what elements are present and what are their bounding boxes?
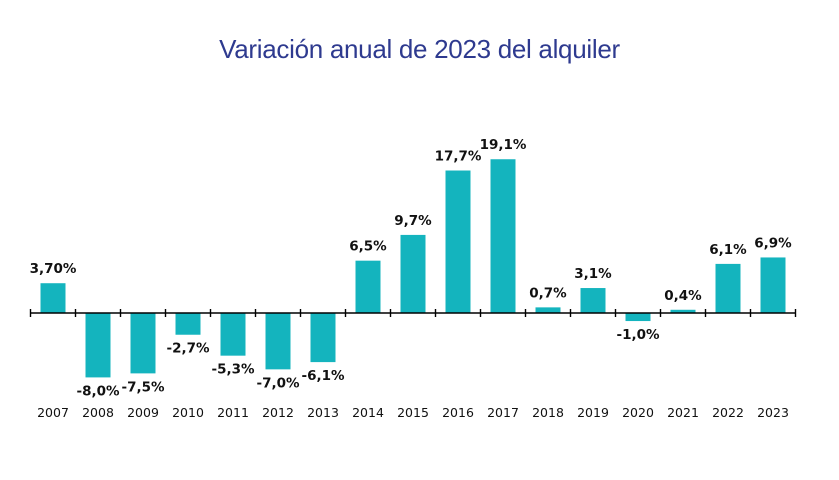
data-label-2008: -8,0%	[76, 383, 120, 399]
x-tick-label-2018: 2018	[532, 405, 564, 420]
data-label-2012: -7,0%	[256, 375, 300, 391]
x-tick-label-2013: 2013	[307, 405, 339, 420]
bar-2015	[400, 234, 426, 313]
data-label-2021: 0,4%	[664, 288, 702, 304]
data-label-2014: 6,5%	[349, 239, 387, 255]
x-tick-label-2011: 2011	[217, 405, 249, 420]
bar-2018	[535, 307, 561, 313]
data-label-2020: -1,0%	[616, 327, 660, 343]
x-tick-label-2016: 2016	[442, 405, 474, 420]
bar-2017	[490, 159, 516, 313]
bar-2019	[580, 288, 606, 313]
x-tick-label-2021: 2021	[667, 405, 699, 420]
bar-2012	[265, 313, 291, 370]
data-label-2018: 0,7%	[529, 285, 567, 301]
bar-2020	[625, 313, 651, 322]
x-tick-label-2012: 2012	[262, 405, 294, 420]
x-tick-label-2019: 2019	[577, 405, 609, 420]
bar-2016	[445, 170, 471, 313]
bar-2013	[310, 313, 336, 363]
data-label-2011: -5,3%	[211, 362, 255, 378]
x-tick-label-2015: 2015	[397, 405, 429, 420]
bar-2011	[220, 313, 246, 356]
x-tick-label-2007: 2007	[37, 405, 69, 420]
bar-2021	[670, 309, 696, 313]
data-label-2023: 6,9%	[754, 235, 792, 251]
data-label-2015: 9,7%	[394, 213, 432, 229]
data-label-2022: 6,1%	[709, 242, 747, 258]
bar-2007	[40, 283, 66, 313]
x-tick-label-2008: 2008	[82, 405, 114, 420]
data-label-2007: 3,70%	[30, 261, 77, 277]
data-label-2010: -2,7%	[166, 341, 210, 357]
x-tick-label-2023: 2023	[757, 405, 789, 420]
x-tick-label-2022: 2022	[712, 405, 744, 420]
data-label-2017: 19,1%	[480, 137, 527, 153]
x-tick-label-2010: 2010	[172, 405, 204, 420]
bar-2010	[175, 313, 201, 335]
x-tick-label-2017: 2017	[487, 405, 519, 420]
bar-2022	[715, 263, 741, 313]
data-label-2019: 3,1%	[574, 266, 612, 282]
bar-2023	[760, 257, 786, 313]
x-tick-label-2009: 2009	[127, 405, 159, 420]
x-tick-label-2020: 2020	[622, 405, 654, 420]
bar-2014	[355, 260, 381, 313]
chart-title: Variación anual de 2023 del alquiler	[219, 34, 620, 64]
data-label-2009: -7,5%	[121, 379, 165, 395]
data-label-2016: 17,7%	[435, 149, 482, 165]
x-tick-label-2014: 2014	[352, 405, 384, 420]
bar-2008	[85, 313, 111, 378]
bar-2009	[130, 313, 156, 374]
data-label-2013: -6,1%	[301, 368, 345, 384]
